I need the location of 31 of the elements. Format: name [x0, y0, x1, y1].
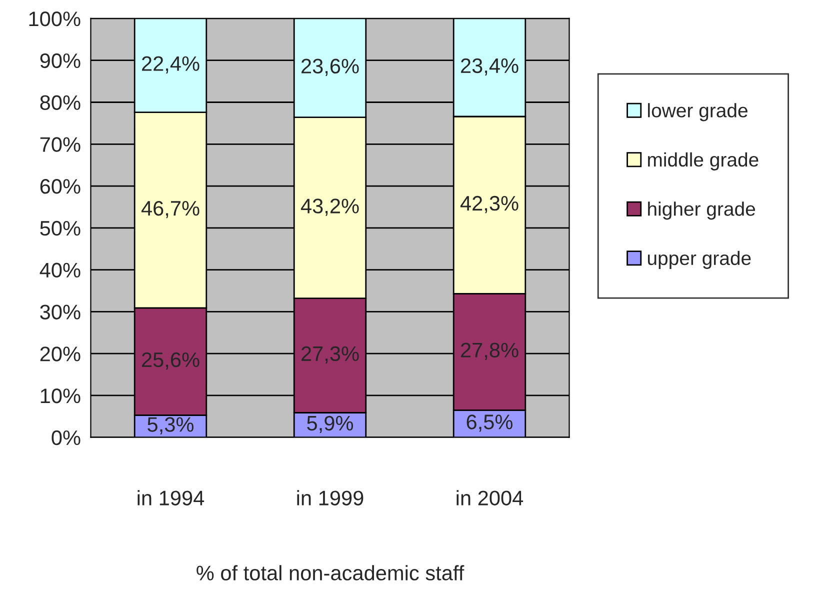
- data-label: 23,4%: [461, 58, 518, 76]
- x-tick-label: in 2004: [456, 490, 524, 506]
- y-tick-label: 40%: [40, 262, 80, 278]
- x-tick-label: in 1999: [297, 490, 364, 506]
- legend-label: lower grade: [648, 103, 748, 122]
- data-label: 5,3%: [148, 417, 194, 434]
- legend-label: higher grade: [648, 202, 756, 220]
- y-tick-label: 10%: [40, 388, 80, 404]
- data-label: 27,3%: [302, 346, 359, 364]
- data-label: 25,6%: [142, 352, 200, 370]
- y-tick-label: 20%: [40, 346, 80, 362]
- data-label: 42,3%: [460, 196, 518, 214]
- y-tick-label: 30%: [40, 304, 80, 320]
- legend-label: upper grade: [648, 250, 751, 269]
- y-tick-label: 0%: [52, 430, 80, 446]
- legend-label: middle grade: [648, 152, 758, 170]
- data-label: 6,5%: [466, 414, 513, 432]
- data-label: 5,9%: [307, 416, 354, 434]
- y-tick-label: 90%: [40, 53, 80, 68]
- y-tick-label: 60%: [40, 179, 80, 194]
- y-tick-label: 50%: [40, 220, 80, 236]
- data-label: 27,8%: [461, 342, 518, 360]
- data-label: 22,4%: [142, 56, 200, 74]
- x-tick-label: in 1994: [138, 490, 204, 506]
- data-label: 43,2%: [300, 198, 359, 216]
- y-tick-label: 70%: [40, 137, 80, 152]
- data-label: 23,6%: [302, 58, 359, 76]
- data-label: 46,7%: [141, 200, 200, 218]
- y-tick-label: 80%: [40, 95, 80, 110]
- y-tick-label: 100%: [29, 11, 80, 26]
- x-axis-title: % of total non-academic staff: [196, 565, 464, 580]
